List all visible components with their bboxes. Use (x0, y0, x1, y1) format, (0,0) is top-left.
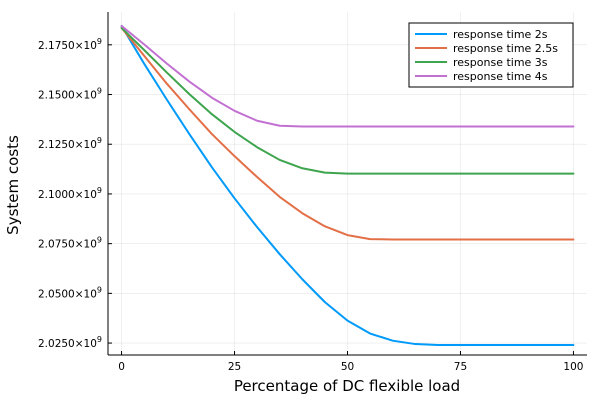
legend-label-2: response time 2.5s (453, 42, 558, 55)
y-tick-label-3: 2.1000×109 (38, 186, 102, 201)
x-tick-label-3: 75 (454, 361, 467, 373)
series-line-1 (120, 24, 575, 347)
legend-label-4: response time 4s (453, 70, 548, 83)
y-tick-label-0: 2.0250×109 (38, 335, 102, 350)
x-axis-ticks: 0 25 50 75 100 (118, 351, 583, 373)
x-tick-label-4: 100 (563, 361, 583, 373)
gridlines (108, 12, 587, 355)
y-axis-label: System costs (4, 135, 22, 235)
x-tick-label-2: 50 (341, 361, 354, 373)
legend-label-1: response time 2s (453, 28, 548, 41)
series-lines (120, 24, 575, 347)
x-tick-label-0: 0 (118, 361, 125, 373)
legend-label-3: response time 3s (453, 56, 548, 69)
series-line-4 (120, 24, 575, 128)
series-line-2 (120, 26, 575, 241)
x-tick-label-1: 25 (228, 361, 241, 373)
y-axis-ticks: 2.0250×109 2.0500×109 2.0750×109 2.1000×109… (38, 37, 112, 350)
y-tick-label-1: 2.0500×109 (38, 285, 102, 300)
x-axis-label: Percentage of DC flexible load (234, 377, 460, 395)
y-tick-label-6: 2.1750×109 (38, 37, 102, 52)
series-line-3 (120, 26, 575, 175)
y-tick-label-5: 2.1500×109 (38, 87, 102, 102)
y-tick-label-2: 2.0750×109 (38, 236, 102, 251)
y-tick-label-4: 2.1250×109 (38, 136, 102, 151)
